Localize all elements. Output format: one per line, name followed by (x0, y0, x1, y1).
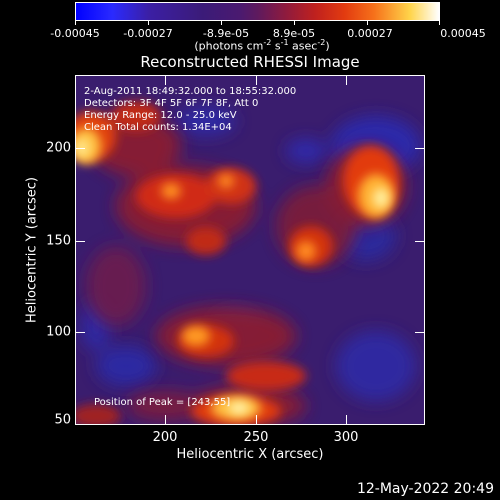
y-tick-label: 150 (46, 233, 71, 249)
y-tick (415, 332, 425, 333)
time-range-text: 2-Aug-2011 18:49:32.000 to 18:55:32.000 (84, 86, 297, 97)
colorbar (75, 2, 440, 21)
y-tick (75, 332, 85, 333)
colorbar-tick (75, 21, 76, 25)
y-tick (415, 241, 425, 242)
x-tick (256, 75, 257, 85)
colorbar-label: 8.9e-05 (272, 27, 316, 40)
x-axis-label: Heliocentric X (arcsec) (176, 447, 324, 462)
detectors-text: Detectors: 3F 4F 5F 6F 7F 8F, Att 0 (84, 98, 259, 109)
peak-position-text: Position of Peak = [243,55] (94, 397, 231, 408)
x-tick (256, 415, 257, 425)
x-tick (346, 415, 347, 425)
colorbar-tick (367, 21, 368, 25)
colorbar-label: -8.9e-05 (202, 27, 250, 40)
colorbar-label: -0.00045 (50, 27, 100, 40)
x-tick (165, 75, 166, 85)
colorbar-tick (294, 21, 295, 25)
x-tick-label: 250 (243, 430, 269, 445)
colorbar-units: (photons cm-2 s-1 asec-2) (194, 38, 330, 53)
clean-counts-text: Clean Total counts: 1.34E+04 (84, 122, 232, 133)
x-tick-label: 200 (152, 430, 178, 445)
y-tick-label: 50 (54, 412, 71, 428)
plot-title: Reconstructed RHESSI Image (140, 53, 360, 71)
x-tick-label: 300 (333, 430, 359, 445)
colorbar-label: 0.00045 (440, 27, 486, 40)
energy-range-text: Energy Range: 12.0 - 25.0 keV (84, 110, 237, 121)
y-tick-label: 200 (46, 140, 71, 156)
y-tick (75, 148, 85, 149)
colorbar-tick (439, 21, 440, 25)
colorbar-label: 0.00027 (347, 27, 393, 40)
y-tick (75, 241, 85, 242)
date-stamp: 12-May-2022 20:49 (356, 481, 494, 497)
colorbar-label: -0.00027 (123, 27, 173, 40)
x-tick (346, 75, 347, 85)
x-tick (165, 415, 166, 425)
y-axis-label: Heliocentric Y (arcsec) (24, 177, 40, 323)
colorbar-tick (148, 21, 149, 25)
colorbar-tick (221, 21, 222, 25)
image-frame: 2-Aug-2011 18:49:32.000 to 18:55:32.000 … (75, 75, 425, 425)
y-tick-label: 100 (46, 324, 71, 340)
y-tick (415, 148, 425, 149)
rhessi-image (76, 76, 424, 424)
